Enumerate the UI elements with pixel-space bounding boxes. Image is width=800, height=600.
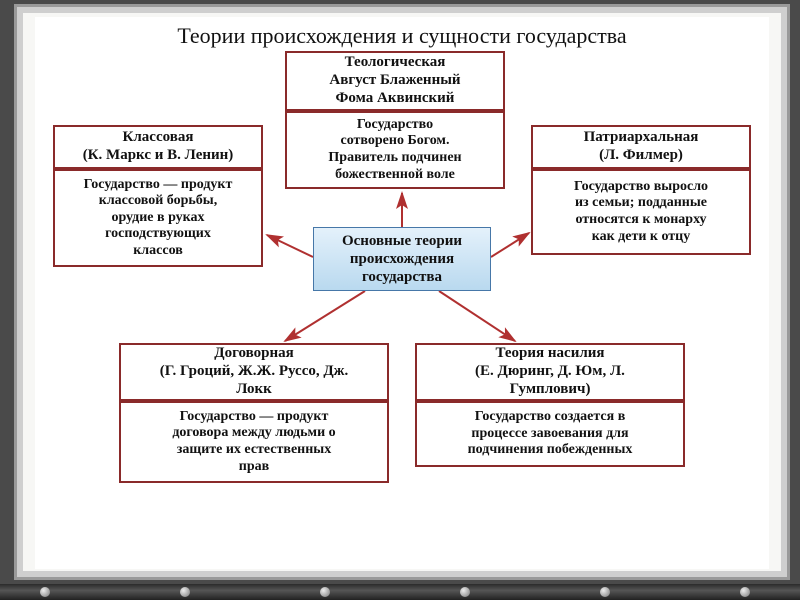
node-violence_body: Государство создается впроцессе завоеван… xyxy=(415,401,685,467)
arrow-contract_head xyxy=(285,291,365,341)
node-class_head: Классовая(К. Маркс и В. Ленин) xyxy=(53,125,263,169)
node-patriarchal_body: Государство вырослоиз семьи; подданныеот… xyxy=(531,169,751,255)
node-class_body: Государство — продуктклассовой борьбы,ор… xyxy=(53,169,263,267)
bottom-rail xyxy=(0,584,800,600)
arrow-violence_head xyxy=(439,291,515,341)
node-contract_body: Государство — продуктдоговора между людь… xyxy=(119,401,389,483)
node-center: Основные теориипроисхождениягосударства xyxy=(313,227,491,291)
node-theological_head: ТеологическаяАвгуст БлаженныйФома Аквинс… xyxy=(285,51,505,111)
node-patriarchal_head: Патриархальная(Л. Филмер) xyxy=(531,125,751,169)
page-title: Теории происхождения и сущности государс… xyxy=(35,17,769,49)
arrow-patriarchal_body xyxy=(491,233,529,257)
arrow-class_body xyxy=(267,235,313,257)
node-contract_head: Договорная(Г. Гроций, Ж.Ж. Руссо, Дж.Лок… xyxy=(119,343,389,401)
node-violence_head: Теория насилия(Е. Дюринг, Д. Юм, Л.Гумпл… xyxy=(415,343,685,401)
node-theological_body: Государствосотворено Богом.Правитель под… xyxy=(285,111,505,189)
